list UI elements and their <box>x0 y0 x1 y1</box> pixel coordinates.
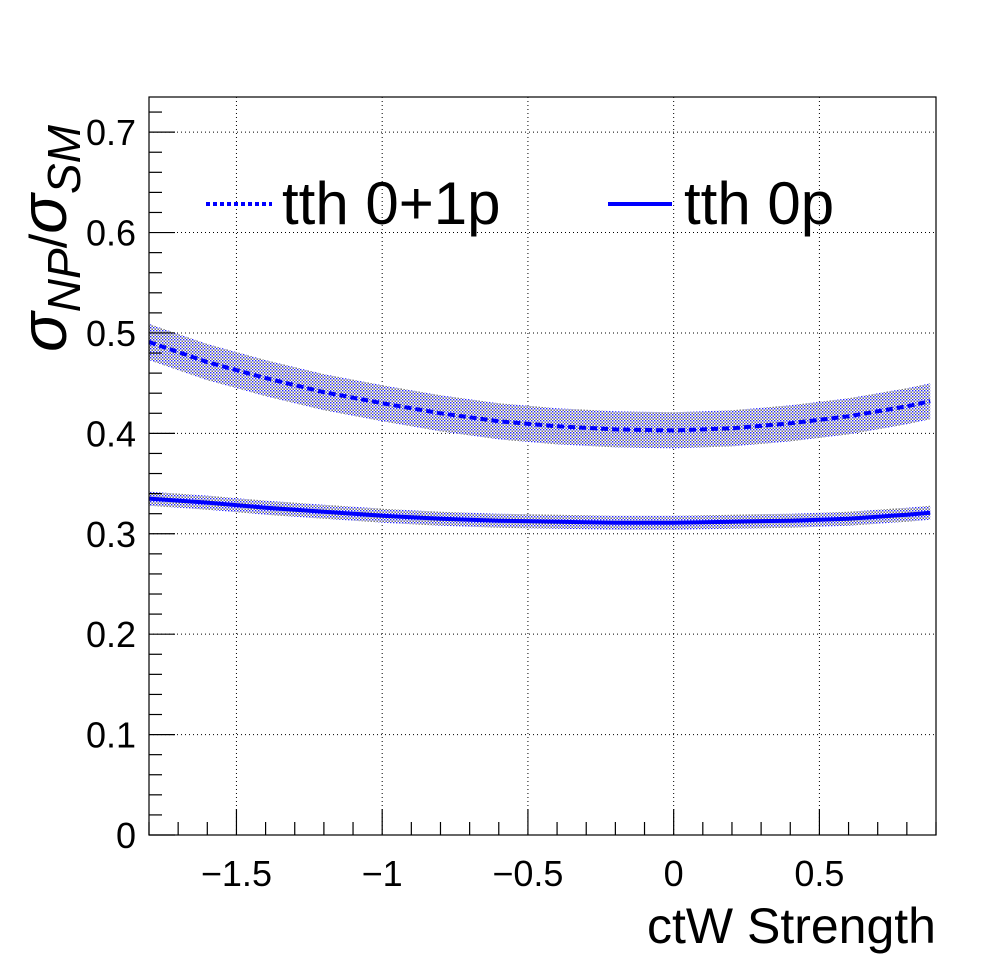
series-line-1 <box>148 496 931 525</box>
error-bands <box>149 323 931 530</box>
y-tick-label: 0.6 <box>86 213 136 254</box>
y-axis-slash: / <box>20 233 78 248</box>
y-tick-label: 0 <box>116 815 136 856</box>
legend-label-tth-0p: tth 0p <box>684 170 834 237</box>
y-tick-label: 0.1 <box>86 715 136 756</box>
legend: tth 0+1p tth 0p <box>206 170 834 237</box>
legend-label-tth-0p1p: tth 0+1p <box>282 170 501 237</box>
y-tick-label: 0.2 <box>86 614 136 655</box>
x-tick-label: −1.5 <box>201 853 272 894</box>
y-axis-sigma-1: σ <box>6 310 80 352</box>
error-band-1 <box>149 491 931 530</box>
x-tick-label: −0.5 <box>492 853 563 894</box>
x-axis-title: ctW Strength <box>647 898 936 954</box>
grid <box>149 97 936 835</box>
x-tick-label: −1 <box>362 853 403 894</box>
y-tick-label: 0.4 <box>86 413 136 454</box>
y-axis-sigma-2: σ <box>6 192 80 234</box>
y-tick-label: 0.3 <box>86 514 136 555</box>
y-axis-title: σNP/σSM <box>6 124 90 352</box>
x-tick-label: 0 <box>664 853 684 894</box>
y-axis-sub-sm: SM <box>38 124 90 194</box>
series-lines <box>148 340 931 525</box>
plot-frame <box>148 96 937 836</box>
tick-labels: −1.5 −1 −0.5 0 0.5 0 0.1 0.2 0.3 0.4 0.5 0.6 0.7 <box>86 112 844 894</box>
y-tick-label: 0.5 <box>86 313 136 354</box>
y-axis-sub-np: NP <box>38 248 90 312</box>
svg-text:σNP/σSM: σNP/σSM <box>6 124 90 352</box>
x-tick-label: 0.5 <box>794 853 844 894</box>
error-band-0 <box>149 323 931 449</box>
axis-ticks <box>148 111 937 836</box>
y-tick-label: 0.7 <box>86 112 136 153</box>
